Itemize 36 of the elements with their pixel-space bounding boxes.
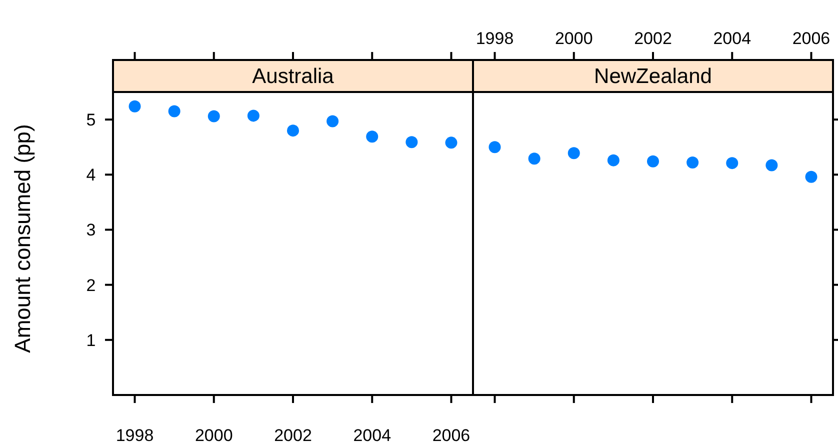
point [247, 110, 260, 122]
x-tick-label: 2006 [432, 426, 470, 445]
point [568, 147, 580, 160]
x-tick-label: 2006 [792, 29, 830, 48]
point [128, 100, 141, 112]
y-tick-label: 1 [86, 330, 96, 350]
point [488, 141, 501, 154]
point [326, 115, 339, 128]
point [726, 157, 738, 170]
y-tick-label: 4 [86, 166, 96, 185]
point [366, 130, 378, 143]
point [406, 136, 418, 148]
x-tick-label: 2002 [634, 29, 672, 48]
point [805, 170, 818, 183]
y-tick-label: 5 [86, 110, 96, 130]
point [168, 105, 180, 118]
point [208, 110, 220, 122]
x-tick-label: 2000 [194, 426, 233, 445]
point [445, 136, 458, 149]
point [607, 154, 620, 166]
x-tick-label: 1998 [116, 426, 154, 445]
x-tick-label: 2002 [274, 426, 312, 445]
chart-title: Australia [252, 65, 334, 88]
point [287, 124, 299, 137]
point [686, 156, 699, 169]
point [528, 152, 540, 165]
x-tick-label: 2004 [353, 426, 392, 445]
x-tick-label: 2004 [713, 29, 752, 48]
y-axis-title: Amount consumed (pp) [10, 124, 35, 353]
point [647, 155, 659, 168]
x-tick-label: 1998 [476, 29, 514, 48]
y-tick-label: 3 [86, 220, 96, 240]
point [766, 159, 778, 172]
chart-title: NewZealand [594, 65, 712, 88]
y-tick-label: 2 [86, 276, 96, 295]
x-tick-label: 2000 [554, 29, 593, 48]
